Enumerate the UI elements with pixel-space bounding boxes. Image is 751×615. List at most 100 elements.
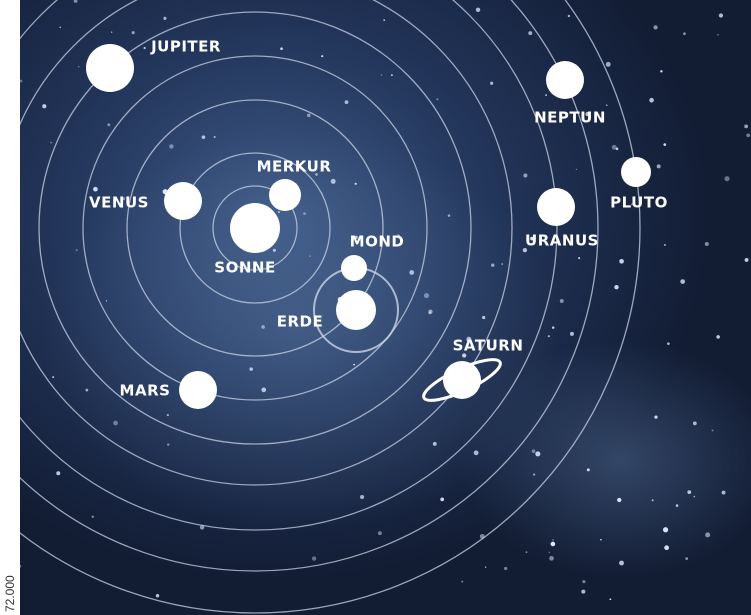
star [667,342,670,345]
body-label: ERDE [277,313,324,331]
star [490,82,493,85]
star [649,98,654,103]
star [606,105,607,106]
star [448,214,451,217]
star [619,561,624,566]
star [606,62,611,67]
star [440,497,444,501]
star [111,31,112,32]
page: {"nodes": [ {"label": "SONNE"}, {"label"… [0,0,751,615]
star [548,335,550,337]
star [167,443,169,445]
star [719,13,723,17]
body-label: SONNE [214,259,275,277]
star [93,187,98,192]
star [353,364,355,366]
star [664,244,666,246]
star [307,114,311,118]
star [381,74,382,75]
star [214,136,216,138]
celestial-body [443,361,481,399]
star [533,473,535,475]
star [433,442,437,446]
star [705,532,710,537]
star [600,539,602,541]
star [683,32,686,35]
star [663,143,666,146]
star [163,17,166,20]
body-label: MARS [120,382,171,400]
star [664,545,669,550]
star [261,388,266,393]
star [132,31,135,34]
star [552,326,555,329]
star [309,255,310,256]
star [249,367,252,370]
star [549,556,554,561]
star [676,504,679,507]
star [280,47,283,50]
star [619,259,624,264]
celestial-body [86,44,134,92]
star [552,539,553,540]
star [663,527,668,532]
body-label: URANUS [525,232,599,250]
star [106,300,107,301]
star [551,542,556,547]
star [19,565,21,567]
star [652,499,654,501]
star [570,332,574,336]
star [745,258,749,262]
star [560,299,564,303]
star [581,590,585,594]
star [331,179,336,184]
star [20,80,23,83]
star [685,557,688,560]
celestial-body [546,61,584,99]
star [485,566,486,567]
celestial-body [179,371,217,409]
solar-system-diagram: SONNEMERKURVENUSERDEMONDMARSJUPITERSATUR… [0,0,751,615]
celestial-body [621,157,651,187]
star [476,8,480,12]
star [680,279,685,284]
star [744,124,748,128]
star [278,211,280,213]
star [424,293,429,298]
star [42,104,46,108]
star [78,66,80,68]
body-label: MERKUR [257,158,332,176]
body-label: VENUS [89,194,149,212]
star [526,551,528,553]
star [202,135,206,139]
star [716,335,720,339]
celestial-body [341,255,367,281]
star [85,389,88,392]
body-label: JUPITER [150,38,221,56]
star [523,173,527,177]
star [722,491,726,495]
star [391,74,393,76]
star [568,15,570,17]
star [687,490,691,494]
star [312,556,316,560]
body-label: SATURN [453,337,524,355]
star [383,19,385,21]
celestial-body [164,182,202,220]
star [409,270,414,275]
star [56,471,60,475]
star [345,100,349,104]
star [657,164,661,168]
celestial-body [269,179,301,211]
star [501,263,503,265]
star [712,429,714,431]
star [167,414,169,416]
star [107,123,110,126]
star [428,310,432,314]
star [144,47,146,49]
star [532,449,536,453]
star [617,498,621,502]
star [273,249,276,252]
star [693,422,697,426]
body-label: NEPTUN [534,109,606,127]
